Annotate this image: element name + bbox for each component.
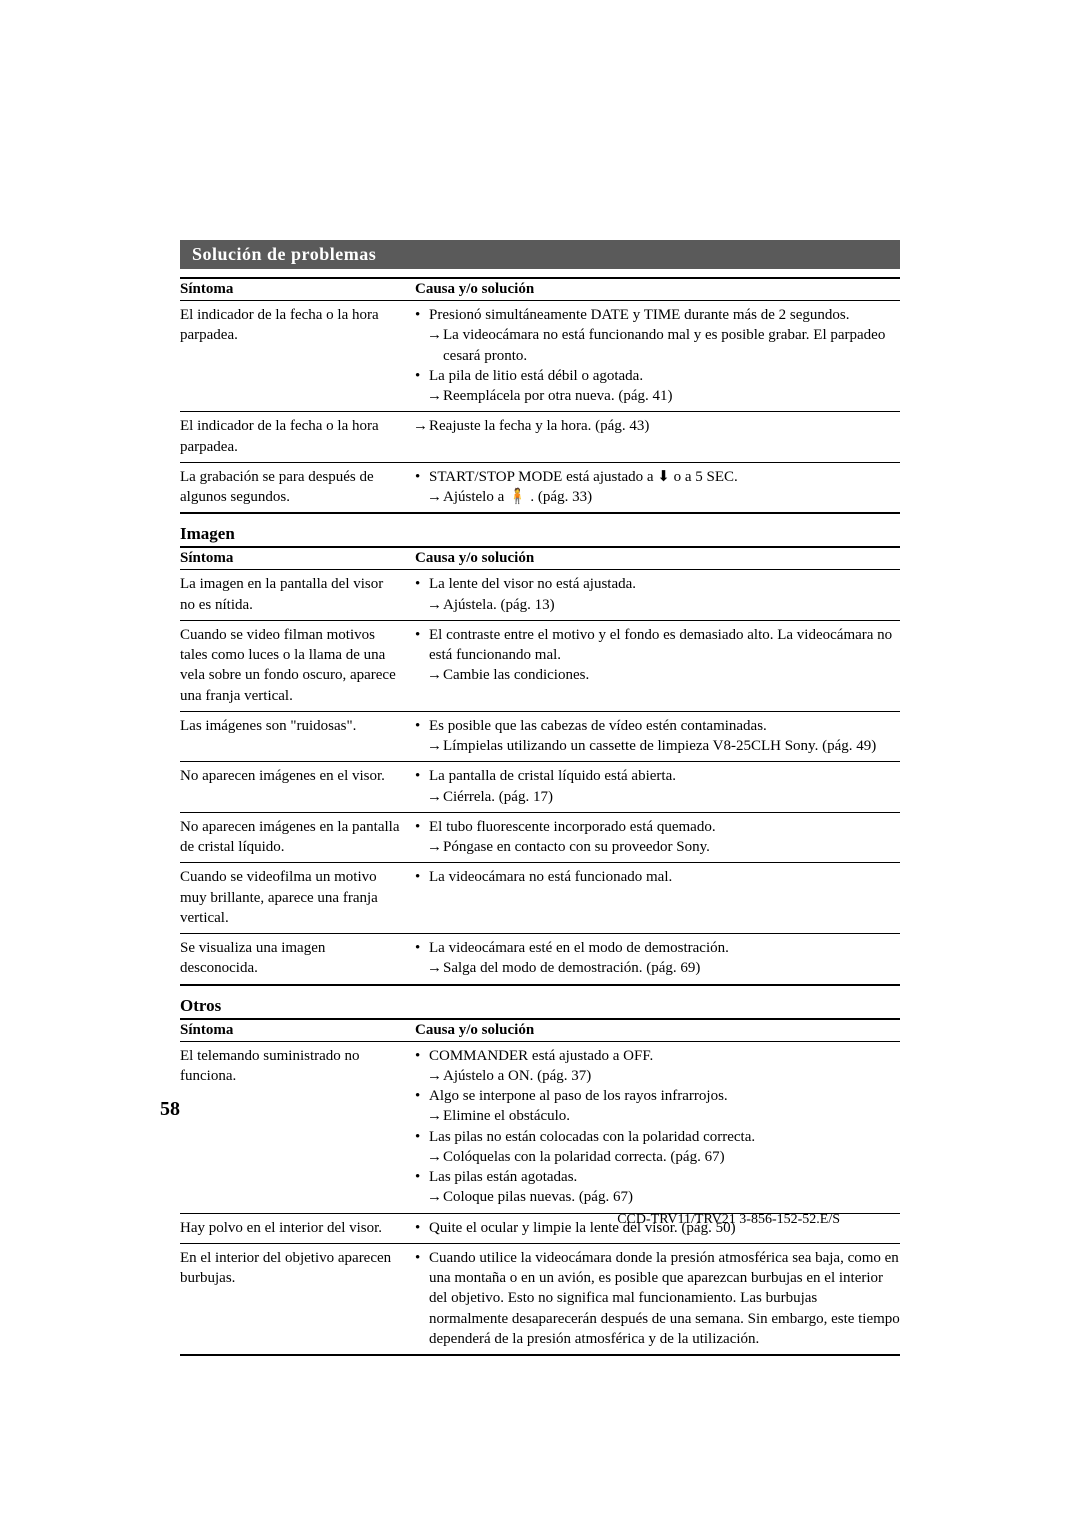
table-row: En el interior del objetivo aparecen bur…: [180, 1244, 900, 1356]
header-symptom: Síntoma: [180, 550, 415, 567]
solution-item: Algo se interpone al paso de los rayos i…: [415, 1086, 900, 1106]
solution-item: Las pilas están agotadas.: [415, 1167, 900, 1187]
solution-cell: La videocámara esté en el modo de demost…: [415, 938, 900, 979]
section-2-rows: La imagen en la pantalla del visor no es…: [180, 570, 900, 985]
page-number: 58: [160, 1098, 180, 1121]
table-header: Síntoma Causa y/o solución: [180, 1018, 900, 1042]
section-1-rows: El indicador de la fecha o la hora parpa…: [180, 301, 900, 514]
solution-cell: El contraste entre el motivo y el fondo …: [415, 625, 900, 706]
document-page: Solución de problemas Síntoma Causa y/o …: [0, 0, 1080, 1416]
symptom-cell: En el interior del objetivo aparecen bur…: [180, 1248, 415, 1349]
solution-item: Cuando utilice la videocámara donde la p…: [415, 1248, 900, 1349]
solution-item: Ciérrela. (pág. 17): [415, 787, 900, 807]
header-solution: Causa y/o solución: [415, 281, 900, 298]
subsection-imagen: Imagen: [180, 524, 900, 544]
section-title: Solución de problemas: [180, 240, 900, 269]
table-row: No aparecen imágenes en el visor.La pant…: [180, 762, 900, 813]
solution-item: La videocámara no está funcionando mal y…: [415, 325, 900, 366]
table-header: Síntoma Causa y/o solución: [180, 277, 900, 301]
table-row: El indicador de la fecha o la hora parpa…: [180, 412, 900, 463]
solution-item: La pila de litio está débil o agotada.: [415, 366, 900, 386]
solution-item: Presionó simultáneamente DATE y TIME dur…: [415, 305, 900, 325]
section-3-rows: El telemando suministrado no funciona.CO…: [180, 1042, 900, 1357]
solution-item: Límpielas utilizando un cassette de limp…: [415, 736, 900, 756]
solution-item: Ajústelo a ON. (pág. 37): [415, 1066, 900, 1086]
solution-item: Ajústelo a 🧍 . (pág. 33): [415, 487, 900, 507]
table-header: Síntoma Causa y/o solución: [180, 546, 900, 570]
solution-cell: Presionó simultáneamente DATE y TIME dur…: [415, 305, 900, 406]
subsection-otros: Otros: [180, 996, 900, 1016]
table-row: La grabación se para después de algunos …: [180, 463, 900, 515]
header-solution: Causa y/o solución: [415, 550, 900, 567]
solution-cell: La videocámara no está funcionado mal.: [415, 867, 900, 928]
symptom-cell: No aparecen imágenes en el visor.: [180, 766, 415, 807]
solution-item: La videocámara esté en el modo de demost…: [415, 938, 900, 958]
symptom-cell: No aparecen imágenes en la pantalla de c…: [180, 817, 415, 858]
table-row: El indicador de la fecha o la hora parpa…: [180, 301, 900, 412]
solution-item: La videocámara no está funcionado mal.: [415, 867, 900, 887]
solution-item: START/STOP MODE está ajustado a ⬇ o a 5 …: [415, 467, 900, 487]
solution-item: Salga del modo de demostración. (pág. 69…: [415, 958, 900, 978]
solution-cell: Reajuste la fecha y la hora. (pág. 43): [415, 416, 900, 457]
solution-cell: Cuando utilice la videocámara donde la p…: [415, 1248, 900, 1349]
solution-cell: La lente del visor no está ajustada.Ajús…: [415, 574, 900, 615]
solution-item: Reemplácela por otra nueva. (pág. 41): [415, 386, 900, 406]
solution-cell: COMMANDER está ajustado a OFF.Ajústelo a…: [415, 1046, 900, 1208]
header-symptom: Síntoma: [180, 1022, 415, 1039]
symptom-cell: Cuando se videofilma un motivo muy brill…: [180, 867, 415, 928]
solution-item: El tubo fluorescente incorporado está qu…: [415, 817, 900, 837]
solution-item: El contraste entre el motivo y el fondo …: [415, 625, 900, 666]
table-row: No aparecen imágenes en la pantalla de c…: [180, 813, 900, 864]
symptom-cell: La grabación se para después de algunos …: [180, 467, 415, 508]
table-row: La imagen en la pantalla del visor no es…: [180, 570, 900, 621]
header-solution: Causa y/o solución: [415, 1022, 900, 1039]
table-row: El telemando suministrado no funciona.CO…: [180, 1042, 900, 1214]
solution-item: Es posible que las cabezas de vídeo esté…: [415, 716, 900, 736]
solution-item: Ajústela. (pág. 13): [415, 595, 900, 615]
symptom-cell: Hay polvo en el interior del visor.: [180, 1218, 415, 1238]
table-row: Las imágenes son "ruidosas".Es posible q…: [180, 712, 900, 763]
symptom-cell: Cuando se video filman motivos tales com…: [180, 625, 415, 706]
symptom-cell: El indicador de la fecha o la hora parpa…: [180, 416, 415, 457]
solution-item: COMMANDER está ajustado a OFF.: [415, 1046, 900, 1066]
symptom-cell: El telemando suministrado no funciona.: [180, 1046, 415, 1208]
table-row: Cuando se videofilma un motivo muy brill…: [180, 863, 900, 934]
table-row: Cuando se video filman motivos tales com…: [180, 621, 900, 712]
solution-item: Cambie las condiciones.: [415, 665, 900, 685]
solution-item: La pantalla de cristal líquido está abie…: [415, 766, 900, 786]
symptom-cell: La imagen en la pantalla del visor no es…: [180, 574, 415, 615]
footer-text: CCD-TRV11/TRV21 3-856-152-52.E/S: [617, 1212, 840, 1228]
symptom-cell: El indicador de la fecha o la hora parpa…: [180, 305, 415, 406]
solution-item: Reajuste la fecha y la hora. (pág. 43): [415, 416, 900, 436]
solution-item: Póngase en contacto con su proveedor Son…: [415, 837, 900, 857]
solution-cell: El tubo fluorescente incorporado está qu…: [415, 817, 900, 858]
solution-item: Coloque pilas nuevas. (pág. 67): [415, 1187, 900, 1207]
symptom-cell: Las imágenes son "ruidosas".: [180, 716, 415, 757]
solution-cell: Es posible que las cabezas de vídeo esté…: [415, 716, 900, 757]
solution-cell: START/STOP MODE está ajustado a ⬇ o a 5 …: [415, 467, 900, 508]
solution-item: Las pilas no están colocadas con la pola…: [415, 1127, 900, 1147]
solution-item: Elimine el obstáculo.: [415, 1106, 900, 1126]
solution-cell: La pantalla de cristal líquido está abie…: [415, 766, 900, 807]
solution-item: Colóquelas con la polaridad correcta. (p…: [415, 1147, 900, 1167]
solution-item: La lente del visor no está ajustada.: [415, 574, 900, 594]
table-row: Se visualiza una imagen desconocida.La v…: [180, 934, 900, 986]
symptom-cell: Se visualiza una imagen desconocida.: [180, 938, 415, 979]
header-symptom: Síntoma: [180, 281, 415, 298]
